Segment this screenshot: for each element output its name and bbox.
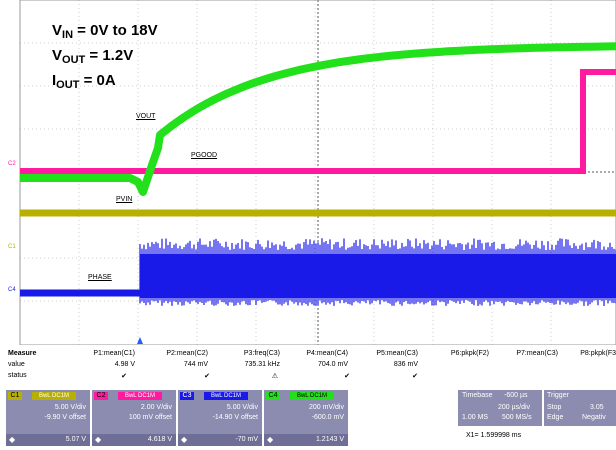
channel-tag: C4 [266, 392, 280, 400]
trigger-label: Trigger [547, 392, 569, 399]
diamond-icon: ◆ [9, 435, 16, 444]
channel-offset: -14.90 V offset [212, 414, 258, 421]
pgood-trace-line [20, 69, 616, 174]
measure-col-name[interactable]: P1:mean(C1) [93, 350, 135, 357]
diamond-icon: ◆ [181, 435, 188, 444]
channel-panel-footer [178, 434, 262, 446]
trigger-level: 3.05 [590, 404, 604, 411]
channel-value: -70 mV [235, 436, 258, 443]
vout-label: VOUT [136, 113, 156, 120]
channel-tag: C2 [94, 392, 108, 400]
measure-col-status: ✔ [121, 373, 127, 380]
vout-trace [20, 42, 616, 196]
measure-col-value: 735.31 kHz [244, 361, 280, 368]
c2-marker: C2 [8, 161, 16, 167]
trigger-mode: Stop [547, 404, 562, 411]
trigger-slope: Negativ [582, 414, 606, 421]
measure-col-value: 744 mV [183, 361, 208, 368]
channel-scale: 200 mV/div [308, 404, 344, 411]
trigger-type: Edge [547, 414, 564, 421]
scope-display [19, 0, 616, 345]
measure-col-name[interactable]: P4:mean(C4) [306, 350, 348, 357]
measure-col-name[interactable]: P5:mean(C3) [376, 350, 418, 357]
channel-offset: 100 mV offset [128, 414, 172, 421]
cursor-readout: X1= 1.599998 ms [466, 432, 522, 439]
diamond-icon: ◆ [267, 435, 274, 444]
vout-annotation: VOUT = 1.2V [52, 47, 134, 66]
measure-col-name[interactable]: P6:pkpk(F2) [450, 350, 489, 357]
trigger-position-marker[interactable] [137, 337, 143, 344]
channel-tag: C1 [8, 392, 22, 400]
phase-trace-noise [139, 238, 616, 306]
c1-marker: C1 [8, 244, 16, 250]
phase-label: PHASE [88, 274, 112, 281]
channel-scale: 2.00 V/div [140, 404, 172, 411]
measure-col-status: ✔ [344, 373, 350, 380]
vout-trace-line [20, 42, 616, 196]
iout-annotation: IOUT = 0A [52, 72, 116, 91]
channel-value: 5.07 V [65, 436, 86, 443]
channel-tag: C3 [180, 392, 194, 400]
c4-marker: C4 [8, 287, 16, 293]
coupling-badge: BwL DC1M [118, 392, 162, 400]
coupling-badge: BwL DC1M [32, 392, 76, 400]
timebase-samples: 1.00 MS [462, 414, 489, 421]
measure-col-name[interactable]: P3:freq(C3) [243, 350, 280, 357]
channel-scale: 5.00 V/div [226, 404, 258, 411]
channel-scale: 5.00 V/div [54, 404, 86, 411]
measure-title: Measure [8, 350, 37, 357]
channel-panel-c1[interactable]: C1 BwL DC1M 5.00 V/div -9.90 V offset ◆ … [6, 390, 90, 446]
measure-col-status: ⚠ [271, 373, 278, 380]
channel-value: 4.618 V [147, 436, 172, 443]
measure-col-status: ✔ [204, 373, 210, 380]
trigger-block[interactable] [544, 390, 616, 426]
timebase-label: Timebase [462, 392, 493, 399]
channel-value: 1.2143 V [315, 436, 344, 443]
measure-col-name[interactable]: P2:mean(C2) [166, 350, 208, 357]
pvin-label: PVIN [116, 196, 133, 203]
channel-offset: -9.90 V offset [44, 414, 86, 421]
measure-col-value: 4.98 V [114, 361, 135, 368]
timebase-rate: 500 MS/s [502, 414, 532, 421]
pgood-label: PGOOD [191, 152, 218, 159]
measure-col-value: 836 mV [393, 361, 418, 368]
timebase-per-div: 200 µs/div [498, 404, 531, 411]
timebase-block[interactable] [458, 390, 542, 426]
channel-panel-footer [264, 434, 348, 446]
channel-panel-footer [6, 434, 90, 446]
measure-col-name[interactable]: P8:pkpk(F3 [580, 350, 616, 357]
timebase-trigger-panel: Timebase -600 µs 200 µs/div 1.00 MS 500 … [458, 390, 616, 430]
measure-col-name[interactable]: P7:mean(C3) [516, 350, 558, 357]
coupling-badge: BwL DC1M [290, 392, 334, 400]
measure-col-status: ✔ [412, 373, 418, 380]
measure-status-row-head: status [8, 372, 27, 379]
channel-offset: -600.0 mV [311, 414, 344, 421]
timebase-delay: -600 µs [504, 392, 528, 399]
measure-table: Measure value status P1:mean(C1) 4.98 V … [0, 348, 616, 388]
vin-annotation: VIN = 0V to 18V [52, 22, 158, 41]
channel-panel-c4[interactable]: C4 BwL DC1M 200 mV/div -600.0 mV ◆ 1.214… [264, 390, 348, 446]
coupling-badge: BwL DC1M [204, 392, 248, 400]
pgood-trace [20, 69, 616, 174]
measure-value-row-head: value [8, 361, 25, 368]
channel-panel-footer [92, 434, 176, 446]
measure-col-value: 704.0 mV [318, 361, 348, 368]
diamond-icon: ◆ [95, 435, 102, 444]
channel-panel-c3[interactable]: C3 BwL DC1M 5.00 V/div -14.90 V offset ◆… [178, 390, 262, 446]
channel-panel-c2[interactable]: C2 BwL DC1M 2.00 V/div 100 mV offset ◆ 4… [92, 390, 176, 446]
phase-trace [20, 238, 616, 306]
